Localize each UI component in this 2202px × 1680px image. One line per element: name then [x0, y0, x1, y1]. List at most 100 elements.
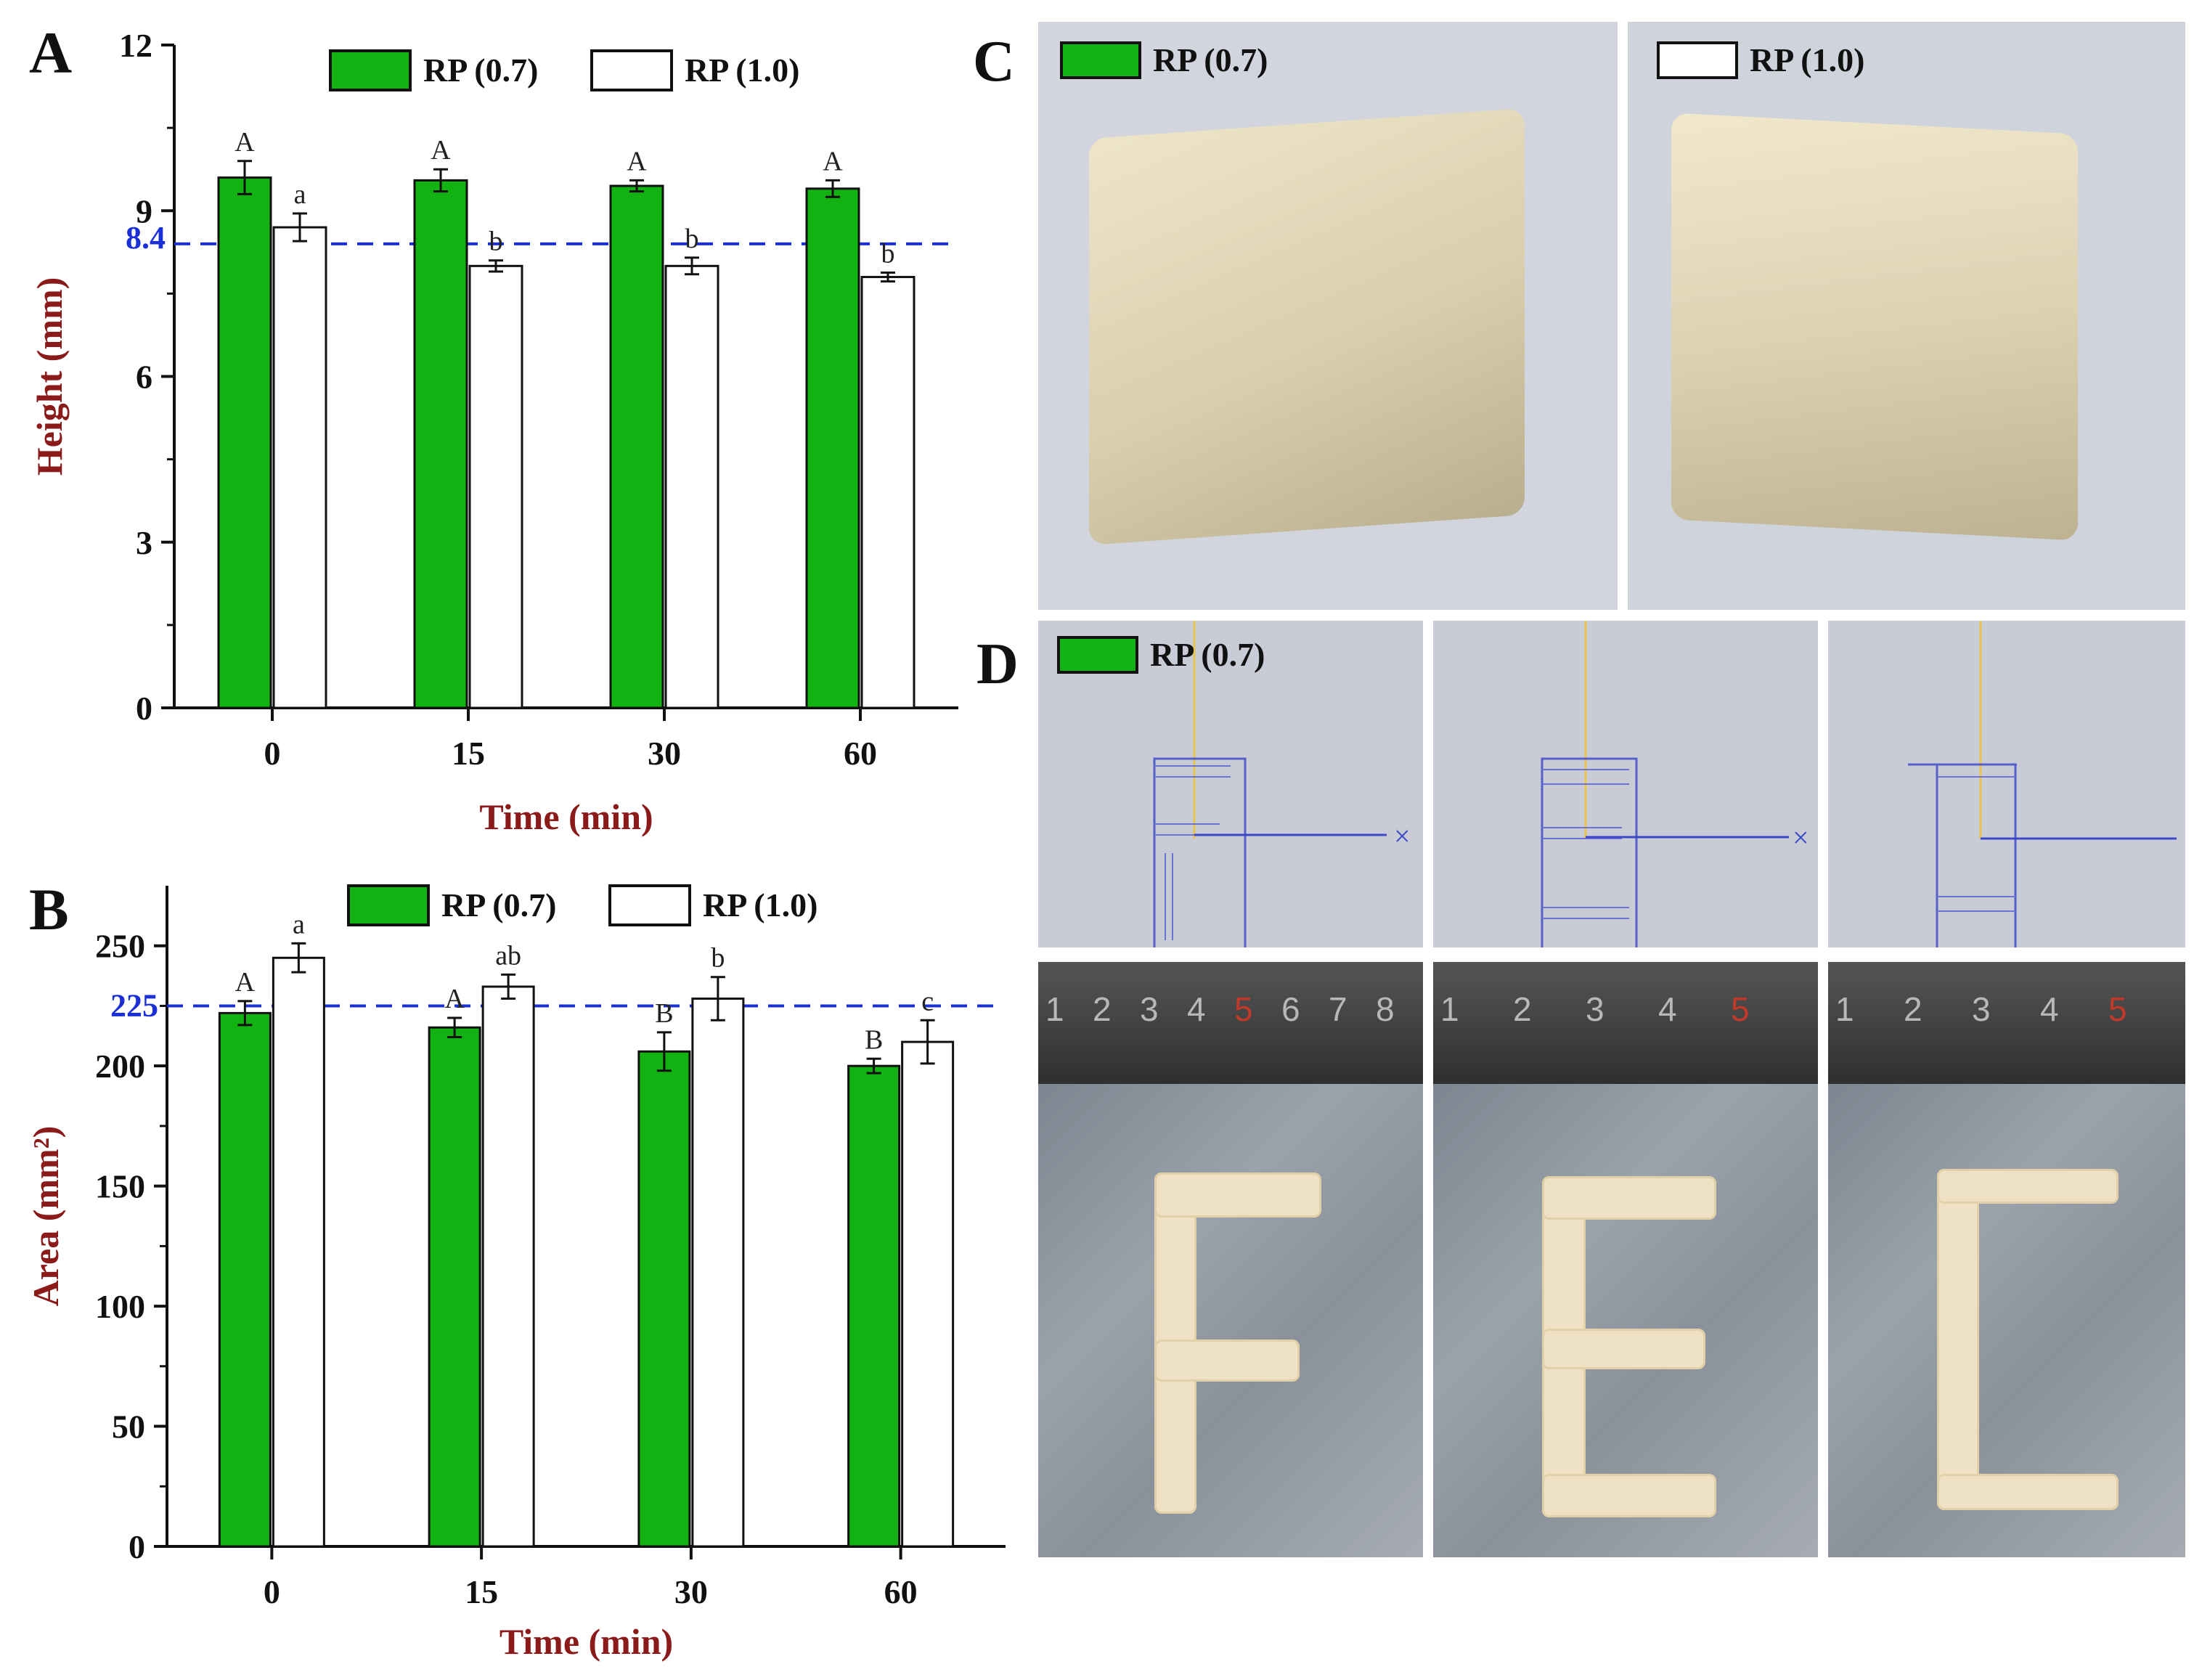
ruler-number: 5	[1234, 990, 1253, 1028]
significance-letter: a	[293, 909, 305, 939]
reference-line-label: 8.4	[126, 220, 166, 256]
significance-letter: A	[431, 135, 451, 166]
ruler-number: 5	[1731, 990, 1750, 1028]
legend-label-green: RP (0.7)	[1153, 41, 1268, 78]
bar-rp10	[691, 998, 745, 1548]
y-tick-label: 0	[136, 690, 152, 727]
letter-f-top-bar	[1154, 1173, 1321, 1218]
legend-swatch-green	[1060, 41, 1141, 79]
ruler-number: 3	[1140, 990, 1159, 1028]
slicer-view-f: × RP (0.7)	[1038, 621, 1423, 947]
significance-letter: b	[685, 224, 699, 254]
x-tick-label: 30	[674, 1573, 708, 1610]
legend-swatch-green-d	[1057, 635, 1138, 674]
bar-rp10	[901, 1040, 955, 1548]
legend-label-white: RP (1.0)	[685, 52, 799, 89]
ruler-number: 3	[1586, 990, 1604, 1028]
panel-d: × RP (0.7) ×	[1038, 621, 2185, 1565]
bar-rp07	[637, 1050, 691, 1548]
y-tick-label: 50	[112, 1408, 145, 1445]
x-tick-label: 0	[264, 735, 281, 772]
ruler-2	[1433, 962, 1818, 1084]
ruler-number: 2	[1513, 990, 1532, 1028]
x-marker-icon-2: ×	[1793, 821, 1809, 854]
ruler-number: 4	[1187, 990, 1206, 1028]
ruler-1	[1038, 962, 1423, 1084]
bar-rp07	[217, 176, 272, 709]
ruler-number: 4	[2040, 990, 2059, 1028]
x-tick-label: 15	[465, 1573, 498, 1610]
bar-rp10	[272, 226, 327, 709]
ruler-number: 5	[2108, 990, 2127, 1028]
printed-cube-rp10	[1671, 113, 2078, 541]
y-tick-label: 6	[136, 359, 152, 396]
significance-letter: A	[235, 967, 256, 998]
x-tick-label: 0	[264, 1573, 280, 1610]
printed-letter-c-photo: 1 2 3 4 5	[1828, 962, 2185, 1557]
slicer-view-e: ×	[1433, 621, 1818, 947]
letter-c	[1937, 1169, 1979, 1510]
bar-rp10	[481, 985, 535, 1548]
ruler-number: 1	[1045, 990, 1064, 1028]
letter-e-top-bar	[1542, 1176, 1716, 1220]
y-tick-label: 100	[95, 1288, 145, 1325]
ruler-3	[1828, 962, 2185, 1084]
printed-cube-rp07	[1089, 108, 1525, 545]
legend-label-green: RP (0.7)	[441, 886, 556, 923]
bar-rp10	[664, 264, 719, 709]
legend-label-white: RP (1.0)	[1750, 41, 1865, 78]
ruler-number: 3	[1972, 990, 1991, 1028]
significance-letter: A	[627, 146, 647, 176]
significance-letter: B	[655, 998, 673, 1029]
letter-c-top-bar	[1937, 1169, 2119, 1204]
panel-label-d: D	[976, 632, 1019, 696]
ruler-number: 6	[1281, 990, 1300, 1028]
x-axis-title: Time (min)	[479, 796, 653, 837]
y-tick-label: 3	[136, 524, 152, 561]
significance-letter: ab	[495, 940, 521, 971]
panel-c: RP (0.7) RP (1.0)	[1038, 22, 2185, 610]
chart-a: A 0 3 6 9 12 8.4 0 Aa 15 Ab 30 Ab 60 Ab Time (min) Heigh…	[29, 20, 958, 837]
letter-c-bottom-bar	[1937, 1474, 2119, 1510]
legend-d: RP (0.7)	[1057, 635, 1265, 674]
y-tick-label: 250	[95, 928, 145, 965]
legend-label-green: RP (0.7)	[423, 52, 538, 89]
bar-rp10	[860, 276, 916, 709]
letter-f-mid-bar	[1154, 1339, 1300, 1382]
ruler-number: 4	[1658, 990, 1677, 1028]
letter-e-bottom-bar	[1542, 1474, 1716, 1517]
significance-letter: b	[489, 227, 503, 257]
bar-rp07	[413, 179, 468, 709]
legend-swatch-white	[1657, 41, 1738, 79]
bar-rp07	[428, 1026, 481, 1548]
y-tick-label: 9	[136, 192, 152, 229]
bar-rp07	[609, 184, 664, 709]
y-tick-label: 150	[95, 1168, 145, 1205]
bar-rp10	[468, 264, 523, 709]
slicer-f-drawing: ×	[1153, 621, 1411, 947]
steel-surface-1	[1038, 1084, 1423, 1557]
ruler-number: 1	[1835, 990, 1854, 1028]
panel-label-b: B	[29, 876, 69, 942]
legend-c-right: RP (1.0)	[1657, 41, 1864, 79]
ruler-number: 1	[1440, 990, 1459, 1028]
legend-label-green-d: RP (0.7)	[1150, 636, 1265, 673]
y-axis-title: Height (mm)	[29, 277, 70, 476]
legend-swatch-green	[347, 884, 430, 926]
legend-swatch-white	[590, 49, 673, 91]
cube-photo-rp10	[1628, 22, 2185, 610]
letter-e-mid-bar	[1542, 1329, 1705, 1369]
slicer-e-drawing: ×	[1541, 621, 1809, 947]
significance-letter: A	[823, 146, 843, 176]
x-tick-label: 15	[452, 735, 485, 772]
ruler-number: 7	[1329, 990, 1347, 1028]
chart-b: B 0 50 100 150 200 250 225 0 Aa 15 Aab 30 Bb 60 Bc Time …	[25, 876, 1006, 1662]
printed-letter-e-photo: 1 2 3 4 5	[1433, 962, 1818, 1557]
y-axis-title: Area (mm²)	[25, 1126, 66, 1307]
slicer-view-c	[1828, 621, 2185, 947]
ruler-number: 2	[1093, 990, 1112, 1028]
x-tick-label: 30	[648, 735, 681, 772]
